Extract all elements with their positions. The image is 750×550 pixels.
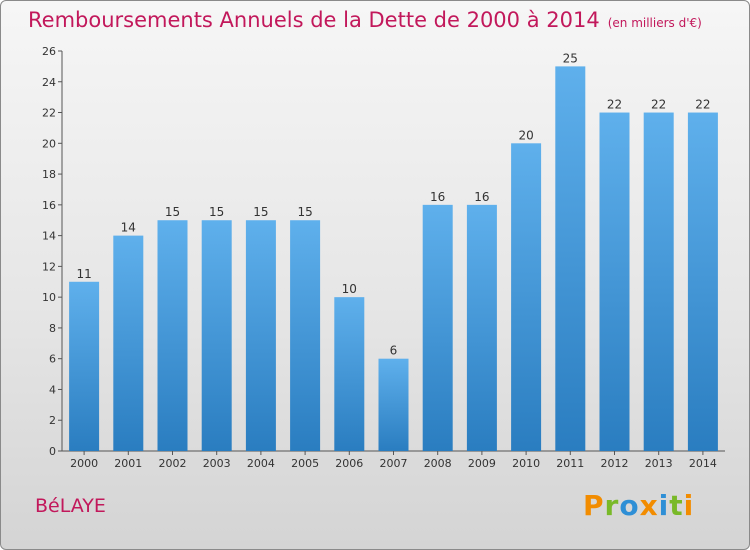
- y-tick-label: 6: [49, 353, 56, 366]
- y-tick-label: 8: [49, 322, 56, 335]
- bar-2008: [422, 204, 453, 451]
- bar-2010: [511, 143, 542, 452]
- x-tick-label: 2011: [556, 457, 584, 470]
- y-tick-label: 20: [42, 137, 56, 150]
- x-tick-label: 2014: [689, 457, 717, 470]
- location-name: BéLAYE: [35, 495, 106, 517]
- x-tick-label: 2009: [468, 457, 496, 470]
- bar-2006: [334, 297, 365, 451]
- x-tick-label: 2005: [291, 457, 319, 470]
- x-tick-label: 2000: [70, 457, 98, 470]
- data-label: 15: [209, 205, 224, 219]
- data-label: 16: [474, 190, 489, 204]
- y-tick-label: 14: [42, 230, 56, 243]
- bar-2012: [599, 112, 630, 452]
- y-tick-label: 12: [42, 260, 56, 273]
- x-tick-label: 2013: [645, 457, 673, 470]
- bar-2009: [466, 204, 497, 451]
- bar-2014: [687, 112, 718, 452]
- y-tick-label: 22: [42, 107, 56, 120]
- bar-2011: [555, 66, 586, 451]
- x-tick-label: 2001: [114, 457, 142, 470]
- x-tick-label: 2002: [159, 457, 187, 470]
- bar-2001: [113, 235, 144, 451]
- x-tick-label: 2012: [601, 457, 629, 470]
- x-tick-label: 2003: [203, 457, 231, 470]
- data-label: 25: [563, 51, 578, 65]
- bar-2007: [378, 358, 409, 451]
- chart-data-labels: 11 14 15 15 15 15 10 6 16 16 20 25 22 22 22: [76, 51, 710, 357]
- x-tick-label: 2007: [380, 457, 408, 470]
- x-tick-label: 2010: [512, 457, 540, 470]
- bar-2002: [157, 220, 188, 451]
- x-tick-label: 2008: [424, 457, 452, 470]
- data-label: 22: [695, 98, 710, 112]
- chart-title-text: Remboursements Annuels de la Dette de 20…: [28, 8, 600, 32]
- y-tick-label: 10: [42, 291, 56, 304]
- data-label: 10: [342, 282, 357, 296]
- y-tick-label: 16: [42, 199, 56, 212]
- bar-2000: [69, 281, 100, 451]
- data-label: 11: [76, 267, 91, 281]
- data-label: 15: [297, 205, 312, 219]
- proxiti-logo: Proxiti: [583, 489, 695, 522]
- data-label: 6: [390, 344, 398, 358]
- data-label: 15: [253, 205, 268, 219]
- data-label: 14: [121, 221, 136, 235]
- chart-title: Remboursements Annuels de la Dette de 20…: [28, 8, 702, 32]
- chart-unit-label: (en milliers d'€): [607, 16, 702, 30]
- y-tick-label: 4: [49, 383, 56, 396]
- chart-bars: [69, 66, 718, 452]
- bar-2004: [245, 220, 276, 451]
- bar-2013: [643, 112, 674, 452]
- data-label: 16: [430, 190, 445, 204]
- y-tick-label: 24: [42, 76, 56, 89]
- data-label: 15: [165, 205, 180, 219]
- y-tick-label: 0: [49, 445, 56, 458]
- bar-2003: [201, 220, 232, 451]
- y-tick-label: 26: [42, 45, 56, 58]
- data-label: 22: [651, 98, 666, 112]
- y-tick-label: 2: [49, 414, 56, 427]
- x-tick-label: 2006: [335, 457, 363, 470]
- y-tick-label: 18: [42, 168, 56, 181]
- x-tick-label: 2004: [247, 457, 275, 470]
- data-label: 20: [518, 128, 533, 142]
- bar-2005: [290, 220, 321, 451]
- data-label: 22: [607, 98, 622, 112]
